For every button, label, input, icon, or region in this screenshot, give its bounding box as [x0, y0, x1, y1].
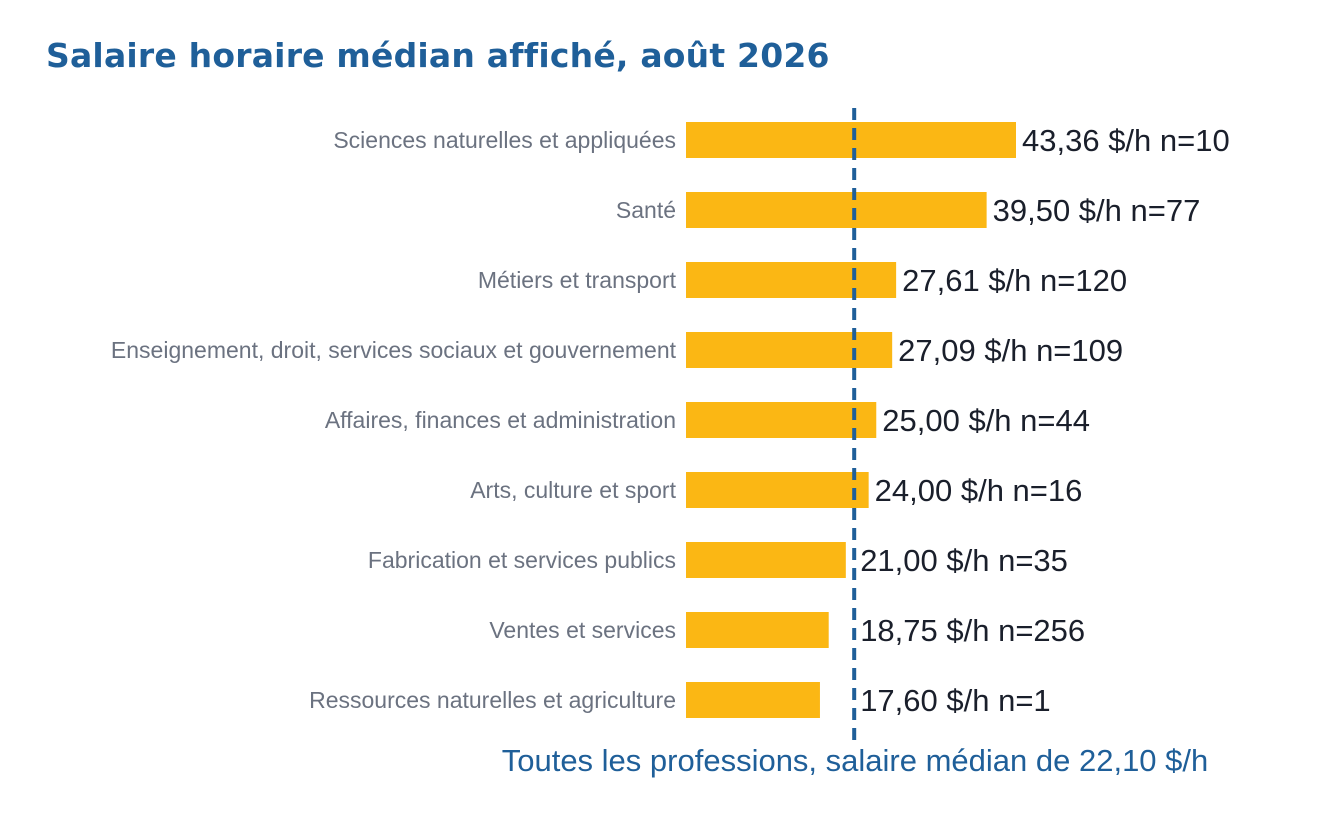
category-label: Sciences naturelles et appliquées — [333, 127, 676, 153]
bar — [686, 262, 897, 298]
bar — [686, 122, 1016, 158]
category-label: Ventes et services — [489, 617, 676, 643]
value-label: 17,60 $/h n=1 — [860, 683, 1050, 718]
category-label: Ressources naturelles et agriculture — [309, 687, 676, 713]
value-labels: 43,36 $/h n=10 39,50 $/h n=77 27,61 $/h n=… — [860, 123, 1230, 718]
chart-title: Salaire horaire médian affiché, août 202… — [46, 36, 830, 75]
bar — [686, 402, 877, 438]
value-label: 39,50 $/h n=77 — [993, 193, 1201, 228]
value-label: 27,61 $/h n=120 — [902, 263, 1127, 298]
bar — [686, 542, 846, 578]
category-label: Arts, culture et sport — [470, 477, 676, 503]
bars — [686, 122, 1016, 718]
value-label: 18,75 $/h n=256 — [860, 613, 1085, 648]
category-label: Affaires, finances et administration — [325, 407, 676, 433]
value-label: 43,36 $/h n=10 — [1022, 123, 1230, 158]
bar — [686, 682, 820, 718]
category-label: Santé — [616, 197, 676, 223]
value-label: 24,00 $/h n=16 — [875, 473, 1083, 508]
category-label: Enseignement, droit, services sociaux et… — [111, 337, 677, 363]
bar — [686, 472, 869, 508]
bar — [686, 332, 893, 368]
value-label: 21,00 $/h n=35 — [860, 543, 1068, 578]
reference-line-group: Toutes les professions, salaire médian d… — [502, 108, 1209, 778]
bar — [686, 192, 987, 228]
value-label: 27,09 $/h n=109 — [898, 333, 1123, 368]
category-label: Fabrication et services publics — [368, 547, 676, 573]
reference-line-caption: Toutes les professions, salaire médian d… — [502, 743, 1209, 778]
value-label: 25,00 $/h n=44 — [882, 403, 1090, 438]
category-labels: Sciences naturelles et appliquées Santé Mé… — [111, 127, 677, 713]
bar — [686, 612, 829, 648]
category-label: Métiers et transport — [478, 267, 677, 293]
